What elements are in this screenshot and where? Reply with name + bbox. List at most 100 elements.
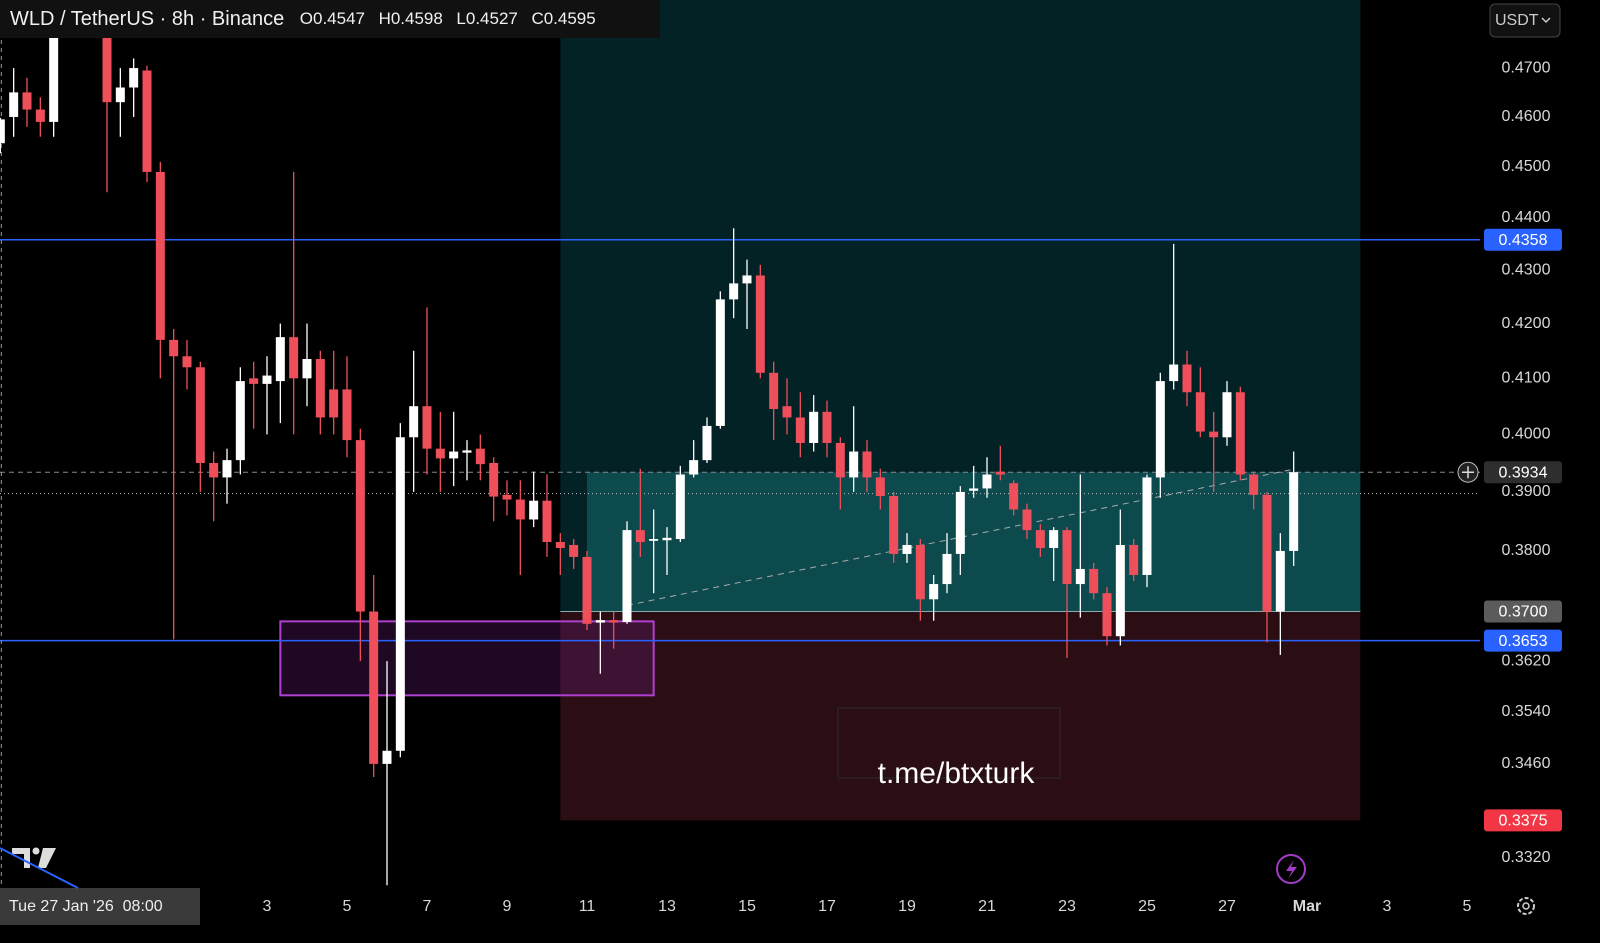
candle-body: [955, 491, 965, 554]
candle-body: [169, 339, 179, 357]
logo-part: [32, 847, 40, 855]
price-badge-label: 0.3653: [1499, 633, 1548, 650]
x-tick-label: 13: [658, 898, 676, 915]
y-tick-label: 0.3620: [1502, 652, 1551, 669]
candle-body: [729, 283, 739, 300]
candle-body: [1129, 544, 1139, 575]
candle-body: [835, 442, 845, 478]
x-tick-label: 5: [343, 898, 352, 915]
candle-body: [262, 375, 272, 384]
candle-body: [609, 620, 619, 623]
logo-part: [12, 848, 30, 868]
candle-body: [475, 448, 485, 465]
candle-body: [675, 474, 685, 540]
lightning-circle[interactable]: [1276, 854, 1306, 884]
watermark-box: [837, 707, 1061, 779]
candle-body: [489, 462, 499, 497]
candle-body: [315, 359, 325, 418]
x-tick-label: 15: [738, 898, 756, 915]
candle-body: [342, 389, 352, 441]
x-tick-label: 17: [818, 898, 836, 915]
add-alert-plus: [1462, 466, 1474, 479]
demand-zone: [279, 620, 655, 697]
candle-body: [1209, 431, 1219, 438]
chevron[interactable]: [1541, 17, 1551, 24]
candle-body: [795, 417, 805, 443]
gear[interactable]: [1517, 897, 1535, 915]
candle-body: [395, 437, 405, 751]
zones: [279, 0, 1361, 821]
candle-body: [142, 70, 152, 172]
price-badge: [1484, 228, 1562, 251]
candle-body: [1169, 364, 1179, 382]
candle-body: [289, 337, 299, 379]
candle-body: [1022, 509, 1032, 531]
candle-body: [582, 556, 592, 624]
candle-body: [1062, 530, 1072, 585]
candle-body: [889, 496, 899, 554]
ohlc-key: L: [456, 9, 465, 28]
candle-body: [155, 171, 165, 340]
trendline: [626, 469, 1291, 606]
y-tick-label: 0.3460: [1502, 755, 1551, 772]
currency-button[interactable]: USDT: [1489, 3, 1561, 38]
watermark: t.me/btxturk: [878, 757, 1036, 790]
candle-body: [809, 411, 819, 443]
y-tick-label: 0.4500: [1502, 158, 1551, 175]
candle-body: [249, 378, 259, 384]
candle-body: [1182, 364, 1192, 393]
y-tick-label: 0.4400: [1502, 209, 1551, 226]
candle-body: [1275, 550, 1285, 612]
price-badge-label: 0.3934: [1499, 464, 1548, 481]
candle-body: [769, 372, 779, 410]
candle-body: [49, 10, 59, 122]
candle-body: [595, 620, 605, 623]
candle-body: [1142, 477, 1152, 575]
ohlc-key: H: [379, 9, 391, 28]
crosshair-label: Tue 27 Jan '26 08:00: [9, 898, 163, 915]
ohlc-value: 0.4595: [544, 9, 596, 28]
candle-body: [555, 541, 565, 548]
y-tick-label: 0.4000: [1502, 426, 1551, 443]
ohlc-value: 0.4598: [391, 9, 443, 28]
gear-hub[interactable]: [1522, 902, 1530, 910]
candle-body: [129, 68, 139, 88]
y-tick-label: 0.4300: [1502, 261, 1551, 278]
candle-body: [515, 499, 525, 520]
candle-body: [995, 471, 1005, 475]
logo-part: [38, 848, 56, 868]
candle-body: [1195, 392, 1205, 432]
candle-body: [875, 477, 885, 497]
candle-body: [622, 530, 632, 622]
lightning-button[interactable]: [1276, 854, 1306, 884]
settings-button[interactable]: [1517, 897, 1535, 915]
ohlc-value: 0.4547: [313, 9, 365, 28]
y-tick-label: 0.4200: [1502, 315, 1551, 332]
price-badge: [1484, 809, 1562, 832]
candle-body: [435, 448, 445, 459]
x-tick-label: 19: [898, 898, 916, 915]
y-tick-label: 0.3540: [1502, 703, 1551, 720]
candle-body: [982, 474, 992, 489]
price-badge: [1484, 629, 1562, 652]
candle-body: [462, 450, 472, 453]
lightning-icon[interactable]: [1286, 860, 1297, 879]
candle-body: [275, 337, 285, 382]
candle-body: [1115, 544, 1125, 637]
candle-body: [35, 109, 45, 122]
candle-body: [1222, 392, 1232, 438]
candle-body: [1262, 494, 1272, 612]
candle-body: [742, 275, 752, 284]
currency-button-bg[interactable]: [1489, 3, 1561, 38]
candle-body: [755, 275, 765, 373]
candle-body: [1049, 530, 1059, 548]
currency-label[interactable]: USDT: [1495, 12, 1539, 29]
candle-body: [1089, 568, 1099, 594]
candle-body: [195, 367, 205, 463]
candle-body: [209, 462, 219, 478]
candle-body: [689, 460, 699, 475]
price-badge-label: 0.4358: [1499, 232, 1548, 249]
tradingview-logo: [12, 847, 56, 868]
candle-body: [1102, 593, 1112, 637]
